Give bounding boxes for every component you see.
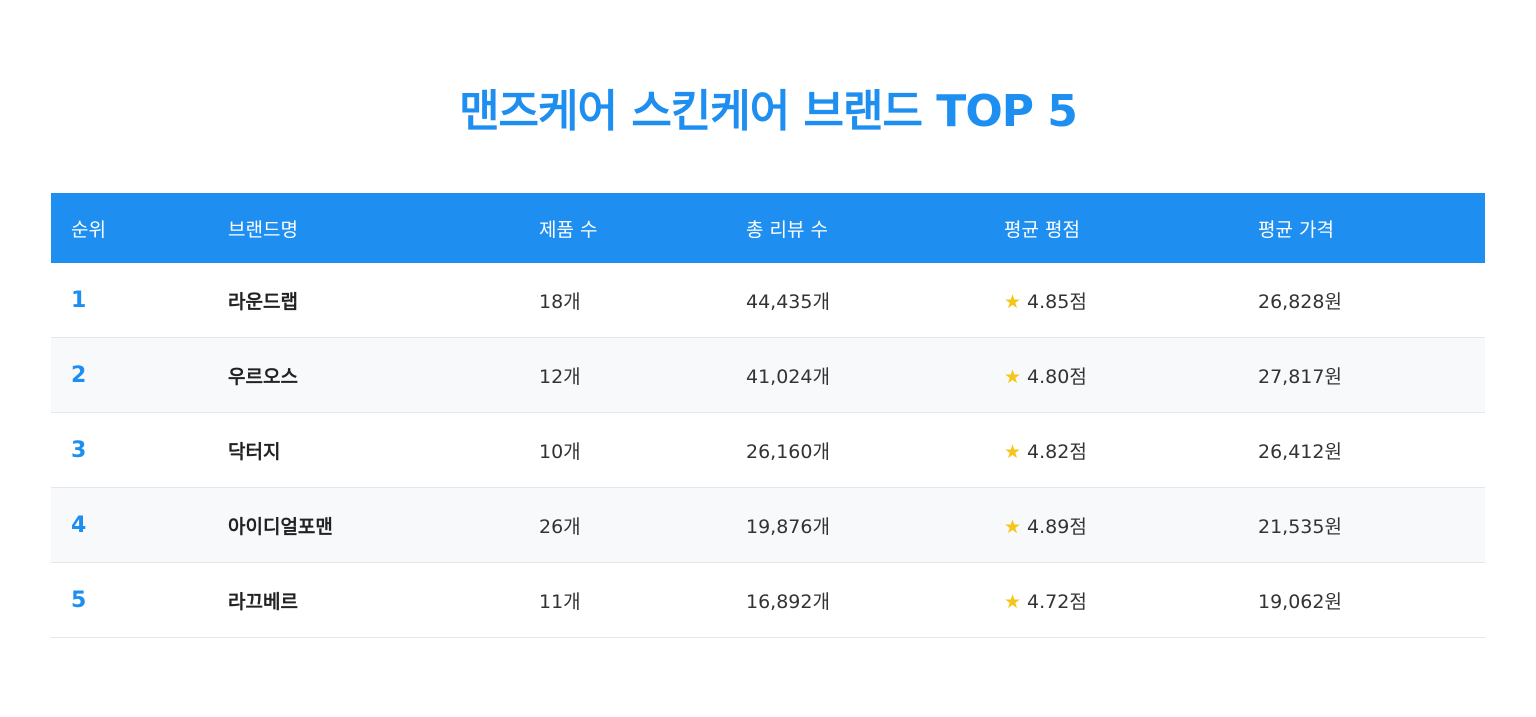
brand-name: 라끄베르 <box>228 590 298 613</box>
review-count: 19,876개 <box>746 515 830 538</box>
average-price: 21,535원 <box>1258 515 1342 538</box>
header-brand: 브랜드명 <box>228 218 298 241</box>
rank-number: 5 <box>71 587 87 613</box>
brand-name: 우르오스 <box>228 365 298 388</box>
table-row: 3 닥터지 10개 26,160개 ★ 4.82점 26,412원 <box>51 413 1485 488</box>
review-count: 16,892개 <box>746 590 830 613</box>
average-price: 27,817원 <box>1258 365 1342 388</box>
rank-number: 4 <box>71 512 87 538</box>
header-rating: 평균 평점 <box>1004 218 1080 241</box>
rating: ★ 4.82점 <box>1004 437 1087 464</box>
rating-value: 4.82점 <box>1027 440 1087 463</box>
brand-name: 닥터지 <box>228 440 281 463</box>
rating: ★ 4.72점 <box>1004 587 1087 614</box>
header-price: 평균 가격 <box>1258 218 1334 241</box>
star-icon: ★ <box>1004 515 1022 538</box>
rank-number: 3 <box>71 437 87 463</box>
review-count: 26,160개 <box>746 440 830 463</box>
brand-name: 라운드랩 <box>228 290 298 313</box>
star-icon: ★ <box>1004 365 1022 388</box>
rating-value: 4.80점 <box>1027 365 1087 388</box>
rating-value: 4.72점 <box>1027 590 1087 613</box>
product-count: 11개 <box>539 590 581 613</box>
table-row: 2 우르오스 12개 41,024개 ★ 4.80점 27,817원 <box>51 338 1485 413</box>
rating: ★ 4.80점 <box>1004 362 1087 389</box>
product-count: 26개 <box>539 515 581 538</box>
average-price: 26,412원 <box>1258 440 1342 463</box>
rating: ★ 4.85점 <box>1004 287 1087 314</box>
brand-name: 아이디얼포맨 <box>228 515 333 538</box>
rating-value: 4.85점 <box>1027 290 1087 313</box>
average-price: 19,062원 <box>1258 590 1342 613</box>
review-count: 44,435개 <box>746 290 830 313</box>
product-count: 12개 <box>539 365 581 388</box>
product-count: 10개 <box>539 440 581 463</box>
brand-table: 순위 브랜드명 제품 수 총 리뷰 수 평균 평점 평균 가격 1 라운드랩 1… <box>51 193 1485 638</box>
average-price: 26,828원 <box>1258 290 1342 313</box>
rank-number: 2 <box>71 362 87 388</box>
table-row: 5 라끄베르 11개 16,892개 ★ 4.72점 19,062원 <box>51 563 1485 638</box>
rank-number: 1 <box>71 287 87 313</box>
rating: ★ 4.89점 <box>1004 512 1087 539</box>
header-reviews: 총 리뷰 수 <box>746 218 828 241</box>
header-products: 제품 수 <box>539 218 598 241</box>
table-row: 1 라운드랩 18개 44,435개 ★ 4.85점 26,828원 <box>51 263 1485 338</box>
star-icon: ★ <box>1004 440 1022 463</box>
product-count: 18개 <box>539 290 581 313</box>
table-row: 4 아이디얼포맨 26개 19,876개 ★ 4.89점 21,535원 <box>51 488 1485 563</box>
review-count: 41,024개 <box>746 365 830 388</box>
rating-value: 4.89점 <box>1027 515 1087 538</box>
page-title: 맨즈케어 스킨케어 브랜드 TOP 5 <box>459 86 1078 137</box>
star-icon: ★ <box>1004 590 1022 613</box>
header-rank: 순위 <box>71 218 106 241</box>
star-icon: ★ <box>1004 290 1022 313</box>
table-header: 순위 브랜드명 제품 수 총 리뷰 수 평균 평점 평균 가격 <box>51 193 1485 263</box>
